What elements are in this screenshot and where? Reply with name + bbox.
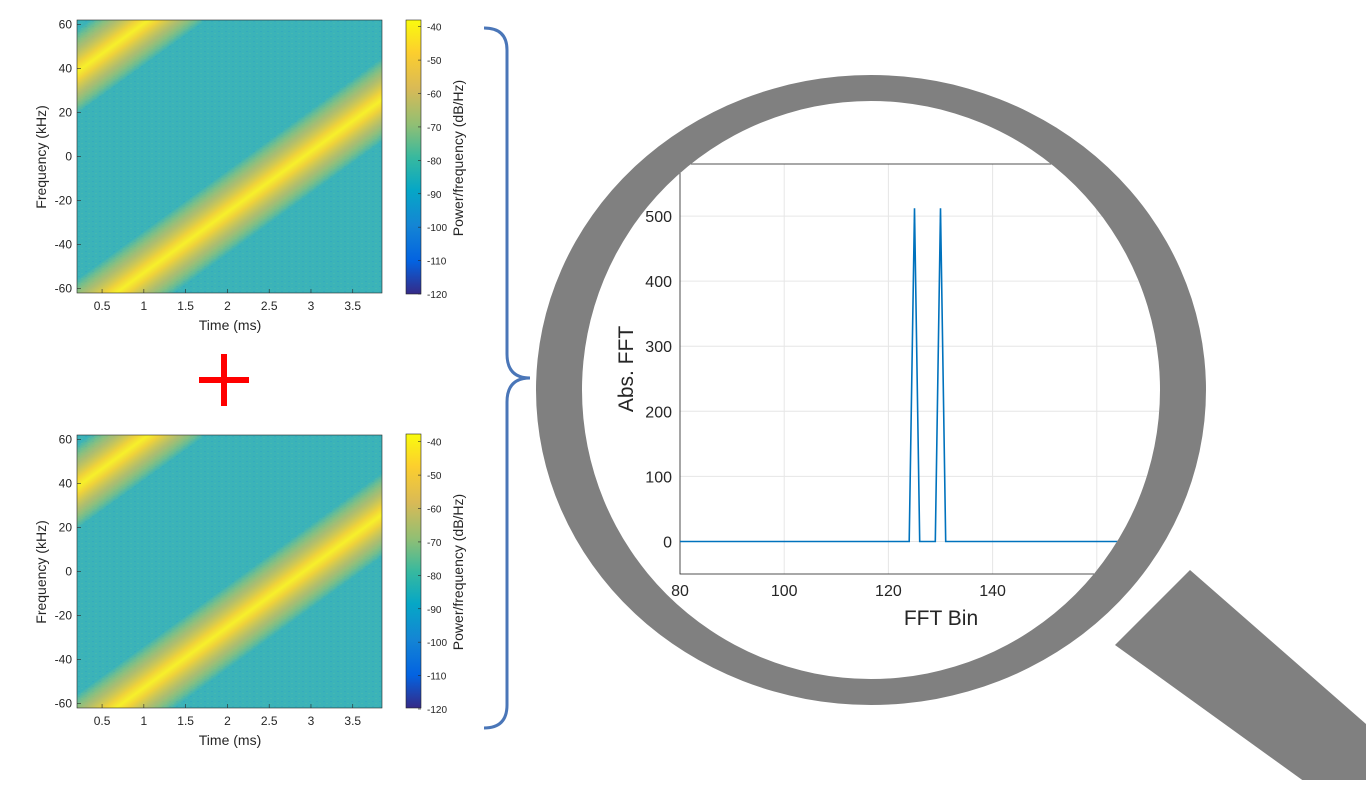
top-x-tick-label: 1.5 — [177, 299, 194, 313]
bot-y-tick-label: -40 — [55, 653, 73, 667]
top-x-tick-label: 3.5 — [344, 299, 361, 313]
top-y-tick-label: -40 — [55, 238, 73, 252]
bot-colorbar-tick-label: -40 — [427, 438, 442, 449]
bot-y-tick-label: -60 — [55, 697, 73, 711]
fft-y-tick-label: 400 — [645, 274, 672, 291]
spectrogram-top-colorbar-label: Power/frequency (dB/Hz) — [450, 80, 466, 236]
bot-colorbar-tick-label: -100 — [427, 638, 447, 649]
bot-colorbar-tick-label: -60 — [427, 505, 442, 516]
spectrogram-top-xlabel: Time (ms) — [199, 317, 261, 333]
magnifying-glass-icon — [536, 75, 1366, 785]
spectrogram-top: 60 40 20 0 -20 -40 -60 0.5 1 1.5 2 2.5 3 3.5 Time (m… — [33, 17, 466, 333]
top-colorbar-tick-label: -110 — [427, 257, 447, 268]
bot-colorbar-tick-label: -110 — [427, 672, 447, 683]
top-x-tick-label: 3 — [308, 299, 315, 313]
top-y-tick-label: -60 — [55, 282, 73, 296]
top-x-tick-label: 1 — [141, 299, 148, 313]
bot-y-tick-label: 0 — [65, 565, 72, 579]
fft-x-tick-label: 100 — [771, 583, 798, 600]
spectrogram-bottom-y-ticks: 60 40 20 0 -20 -40 -60 — [55, 432, 81, 711]
fft-y-tick-label: 300 — [645, 339, 672, 356]
fft-plot-frame — [679, 163, 1160, 575]
bot-colorbar-tick-label: -90 — [427, 605, 442, 616]
spectrogram-top-colorbar-ticks: -40 -50 -60 -70 -80 -90 -100 -110 -120 — [418, 23, 447, 301]
top-y-tick-label: -20 — [55, 194, 73, 208]
top-colorbar-tick-label: -60 — [427, 90, 442, 101]
top-x-tick-label: 2.5 — [261, 299, 278, 313]
fft-series-line — [680, 208, 1160, 543]
magnifier-handle — [1115, 570, 1366, 785]
bot-y-tick-label: 40 — [59, 476, 73, 490]
top-colorbar-tick-label: -100 — [427, 223, 447, 234]
fft-y-ticks: 400 300 200 100 0 500 — [645, 209, 672, 551]
fft-x-tick-label: 80 — [671, 583, 689, 600]
fft-y-tick-label: 100 — [645, 469, 672, 486]
spectrogram-top-chirp-main — [77, 20, 382, 293]
top-colorbar-tick-label: -80 — [427, 156, 442, 167]
bot-x-tick-label: 3 — [308, 714, 315, 728]
spectrogram-top-x-ticks: 0.5 1 1.5 2 2.5 3 3.5 — [94, 289, 361, 313]
top-colorbar-tick-label: -70 — [427, 123, 442, 134]
bot-y-tick-label: -20 — [55, 609, 73, 623]
bot-colorbar-tick-label: -80 — [427, 571, 442, 582]
bot-y-tick-label: 20 — [59, 520, 73, 534]
bot-x-tick-label: 2.5 — [261, 714, 278, 728]
spectrogram-bottom-colorbar — [405, 433, 422, 709]
spectrogram-bottom-colorbar-ticks: -40 -50 -60 -70 -80 -90 -100 -110 -120 — [418, 438, 447, 716]
spectrogram-bottom: 60 40 20 0 -20 -40 -60 0.5 1 1.5 2 2.5 3 3.5 Time (m… — [33, 432, 466, 748]
bot-x-tick-label: 3.5 — [344, 714, 361, 728]
top-x-tick-label: 0.5 — [94, 299, 111, 313]
top-colorbar-tick-label: -40 — [427, 23, 442, 34]
fft-y-tick-label: 500 — [645, 209, 672, 226]
fft-ylabel: Abs. FFT — [615, 326, 638, 413]
fft-x-tick-label: 140 — [979, 583, 1006, 600]
top-y-tick-label: 60 — [59, 17, 73, 31]
top-colorbar-tick-label: -50 — [427, 56, 442, 67]
top-colorbar-tick-label: -90 — [427, 190, 442, 201]
fft-x-ticks: 80100120140160 — [671, 583, 1110, 600]
top-colorbar-tick-label: -120 — [427, 290, 447, 301]
bot-colorbar-tick-label: -70 — [427, 538, 442, 549]
spectrogram-bottom-xlabel: Time (ms) — [199, 732, 261, 748]
spectrogram-top-ylabel: Frequency (kHz) — [33, 105, 49, 208]
bot-y-tick-label: 60 — [59, 432, 73, 446]
top-y-tick-label: 0 — [65, 150, 72, 164]
bot-colorbar-tick-label: -50 — [427, 471, 442, 482]
fft-x-tick-label: 120 — [875, 583, 902, 600]
spectrogram-bottom-x-ticks: 0.5 1 1.5 2 2.5 3 3.5 — [94, 704, 361, 728]
curly-brace — [483, 26, 531, 730]
bot-x-tick-label: 0.5 — [94, 714, 111, 728]
fft-plot-area — [680, 164, 1160, 574]
spectrogram-bottom-chirp-wrap — [77, 435, 203, 544]
fft-y-tick-label: 200 — [645, 404, 672, 421]
fft-y-tick-label: 0 — [663, 534, 672, 551]
bot-x-tick-label: 2 — [224, 714, 231, 728]
top-y-tick-label: 40 — [59, 61, 73, 75]
spectrogram-bottom-ylabel: Frequency (kHz) — [33, 520, 49, 623]
top-x-tick-label: 2 — [224, 299, 231, 313]
spectrogram-top-chirp-wrap — [77, 20, 203, 129]
top-y-tick-label: 20 — [59, 105, 73, 119]
bot-x-tick-label: 1 — [141, 714, 148, 728]
plus-sign-operator — [199, 354, 249, 406]
spectrogram-top-colorbar — [405, 19, 422, 295]
fft-xlabel: FFT Bin — [904, 607, 978, 630]
fft-grid — [679, 164, 1160, 574]
spectrogram-bottom-chirp-main — [77, 435, 382, 708]
spectrogram-top-y-ticks: 60 40 20 0 -20 -40 -60 — [55, 17, 81, 296]
bot-colorbar-tick-label: -120 — [427, 705, 447, 716]
bot-x-tick-label: 1.5 — [177, 714, 194, 728]
spectrogram-bottom-colorbar-label: Power/frequency (dB/Hz) — [450, 494, 466, 650]
